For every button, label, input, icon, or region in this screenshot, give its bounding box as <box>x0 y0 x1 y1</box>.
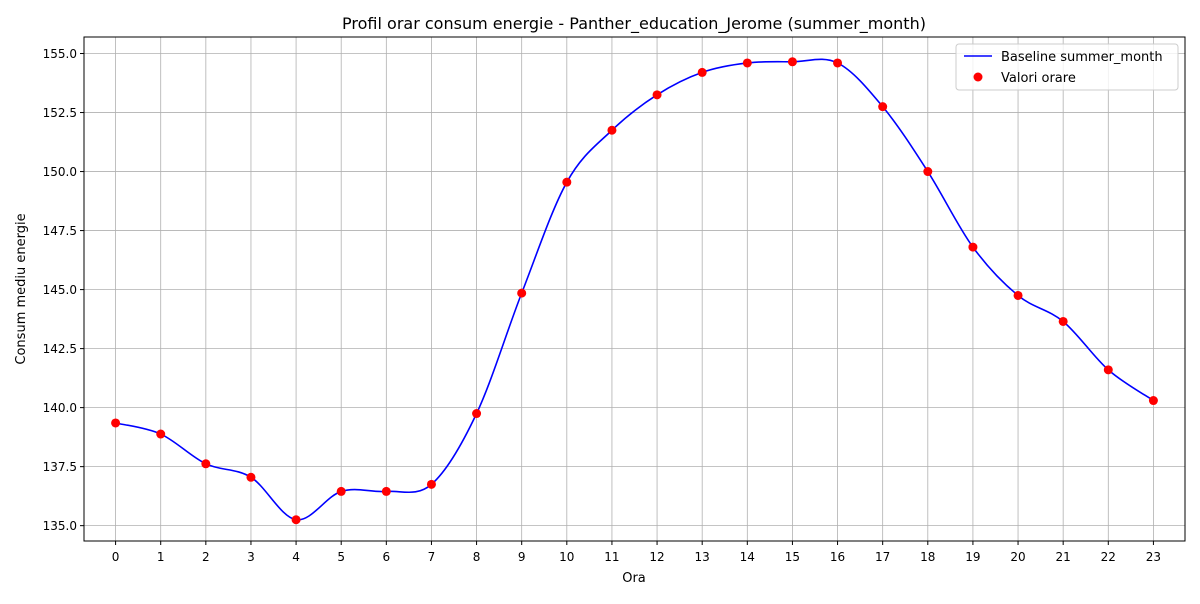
x-tick-label: 6 <box>383 550 391 564</box>
hourly-value-point <box>1058 316 1068 326</box>
x-tick-label: 9 <box>518 550 526 564</box>
x-tick-label: 7 <box>428 550 436 564</box>
x-axis-label: Ora <box>622 571 646 586</box>
plot-area <box>83 36 1186 542</box>
x-grid <box>115 37 1154 541</box>
hourly-value-point <box>517 288 527 298</box>
series-layer <box>111 57 1158 525</box>
y-tick-label: 147.5 <box>43 224 77 238</box>
hourly-value-point <box>833 58 843 68</box>
hourly-value-point <box>562 177 572 187</box>
legend: Baseline summer_month Valori orare <box>955 43 1179 91</box>
hourly-value-point <box>201 459 211 469</box>
legend-box <box>955 43 1179 91</box>
hourly-value-point <box>336 486 346 496</box>
x-tick-label: 11 <box>604 550 619 564</box>
y-tick-label: 137.5 <box>43 460 77 474</box>
x-tick-label: 23 <box>1146 550 1161 564</box>
hourly-value-point <box>742 58 752 68</box>
y-tick-label: 152.5 <box>43 106 77 120</box>
legend-marker-swatch <box>973 72 983 82</box>
x-tick-label: 19 <box>965 550 980 564</box>
legend-label-points: Valori orare <box>1001 71 1076 86</box>
hourly-value-point <box>1103 365 1113 375</box>
hourly-value-point <box>787 57 797 67</box>
y-axis: 135.0 137.5 140.0 142.5 145.0 147.5 150.0 152.5… <box>43 47 84 533</box>
y-grid <box>84 53 1185 527</box>
y-tick-label: 150.0 <box>43 165 77 179</box>
chart-title: Profil orar consum energie - Panther_edu… <box>342 14 926 34</box>
hourly-value-point <box>246 472 256 482</box>
y-axis-label: Consum mediu energie <box>14 213 29 364</box>
x-tick-label: 22 <box>1101 550 1116 564</box>
x-tick-label: 10 <box>559 550 574 564</box>
plot-frame <box>83 36 1186 542</box>
hourly-value-point <box>607 125 617 135</box>
y-tick-label: 135.0 <box>43 519 77 533</box>
hourly-value-point <box>878 102 888 112</box>
y-tick-label: 155.0 <box>43 47 77 61</box>
y-tick-label: 140.0 <box>43 401 77 415</box>
legend-label-baseline: Baseline summer_month <box>1001 50 1163 65</box>
x-axis: 0 1 2 3 4 5 6 7 8 9 10 11 12 13 14 15 16 17 18 19 20 21 22 23 <box>112 541 1161 564</box>
hourly-value-point <box>968 242 978 252</box>
y-tick-label: 145.0 <box>43 283 77 297</box>
x-tick-label: 5 <box>337 550 345 564</box>
x-tick-label: 0 <box>112 550 120 564</box>
hourly-value-point <box>923 167 933 177</box>
hourly-value-point <box>652 90 662 100</box>
y-tick-label: 142.5 <box>43 342 77 356</box>
x-tick-label: 12 <box>649 550 664 564</box>
hourly-value-point <box>381 486 391 496</box>
x-tick-label: 13 <box>695 550 710 564</box>
x-tick-label: 15 <box>785 550 800 564</box>
hourly-value-point <box>1013 290 1023 300</box>
hourly-value-point <box>697 67 707 77</box>
hourly-value-point <box>426 479 436 489</box>
x-tick-label: 2 <box>202 550 210 564</box>
x-tick-label: 16 <box>830 550 845 564</box>
x-tick-label: 3 <box>247 550 255 564</box>
hourly-value-point <box>156 429 166 439</box>
x-tick-label: 21 <box>1056 550 1071 564</box>
x-tick-label: 1 <box>157 550 165 564</box>
x-tick-label: 4 <box>292 550 300 564</box>
hourly-value-point <box>472 409 482 419</box>
x-tick-label: 8 <box>473 550 481 564</box>
x-tick-label: 20 <box>1010 550 1025 564</box>
hourly-value-point <box>111 418 121 428</box>
hourly-value-point <box>1148 396 1158 406</box>
x-tick-label: 17 <box>875 550 890 564</box>
x-tick-label: 14 <box>740 550 755 564</box>
hourly-value-point <box>291 515 301 525</box>
x-tick-label: 18 <box>920 550 935 564</box>
